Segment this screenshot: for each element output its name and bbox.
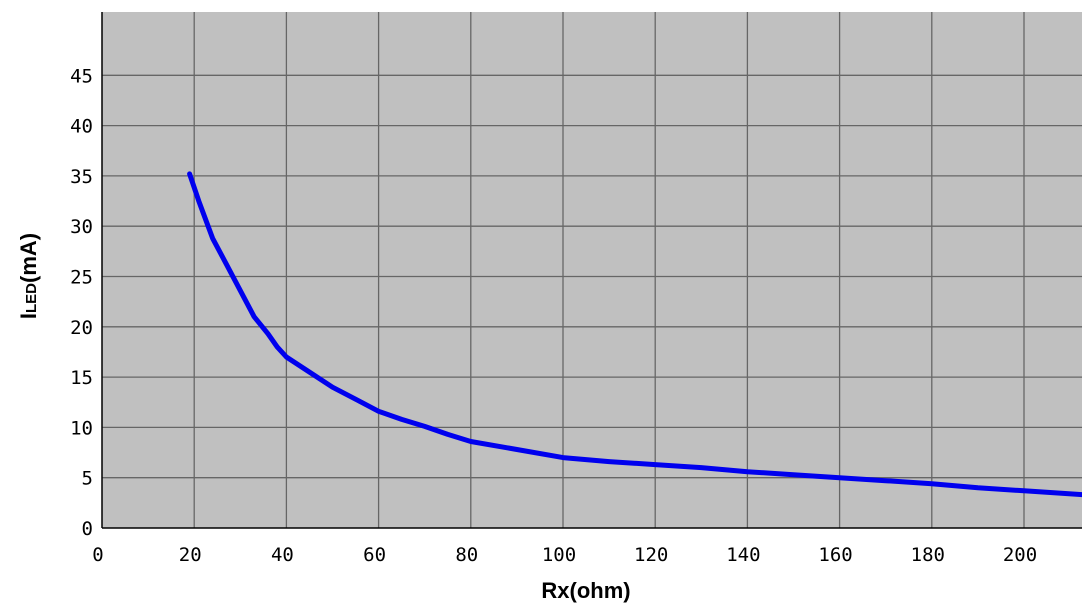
x-tick-label: 200 bbox=[1003, 544, 1037, 566]
axes bbox=[101, 12, 1082, 529]
x-tick-label: 100 bbox=[542, 544, 576, 566]
x-axis-label: Rx(ohm) bbox=[541, 578, 630, 603]
y-tick-label: 30 bbox=[70, 216, 93, 238]
x-tick-label: 40 bbox=[271, 544, 294, 566]
y-tick-label: 45 bbox=[70, 65, 93, 87]
x-tick-label: 160 bbox=[818, 544, 852, 566]
x-tick-label: 180 bbox=[911, 544, 945, 566]
x-tick-label: 0 bbox=[92, 544, 103, 566]
x-tick-label: 140 bbox=[726, 544, 760, 566]
y-axis-label-subscript: LED bbox=[23, 283, 40, 313]
x-tick-label: 120 bbox=[634, 544, 668, 566]
y-tick-label: 40 bbox=[70, 116, 93, 138]
y-tick-label: 15 bbox=[70, 367, 93, 389]
y-axis-label-unit: (mA) bbox=[16, 233, 41, 283]
y-tick-label: 20 bbox=[70, 317, 93, 339]
x-tick-labels: 0 20 40 60 80 100 120 140 160 180 200 bbox=[92, 544, 1037, 566]
y-tick-label: 35 bbox=[70, 166, 93, 188]
x-tick-label: 60 bbox=[363, 544, 386, 566]
y-axis-label-main: I bbox=[16, 313, 41, 319]
grid-lines bbox=[102, 12, 1082, 528]
plot-area bbox=[102, 12, 1082, 528]
y-tick-label: 25 bbox=[70, 267, 93, 289]
y-tick-labels: 0 5 10 15 20 25 30 35 40 45 bbox=[70, 65, 93, 540]
x-tick-label: 80 bbox=[455, 544, 478, 566]
y-tick-label: 10 bbox=[70, 417, 93, 439]
series-line bbox=[187, 171, 1082, 498]
y-tick-label: 0 bbox=[82, 518, 93, 540]
y-axis-label: ILED(mA) bbox=[16, 233, 41, 319]
x-tick-label: 20 bbox=[179, 544, 202, 566]
y-tick-label: 5 bbox=[82, 468, 93, 490]
